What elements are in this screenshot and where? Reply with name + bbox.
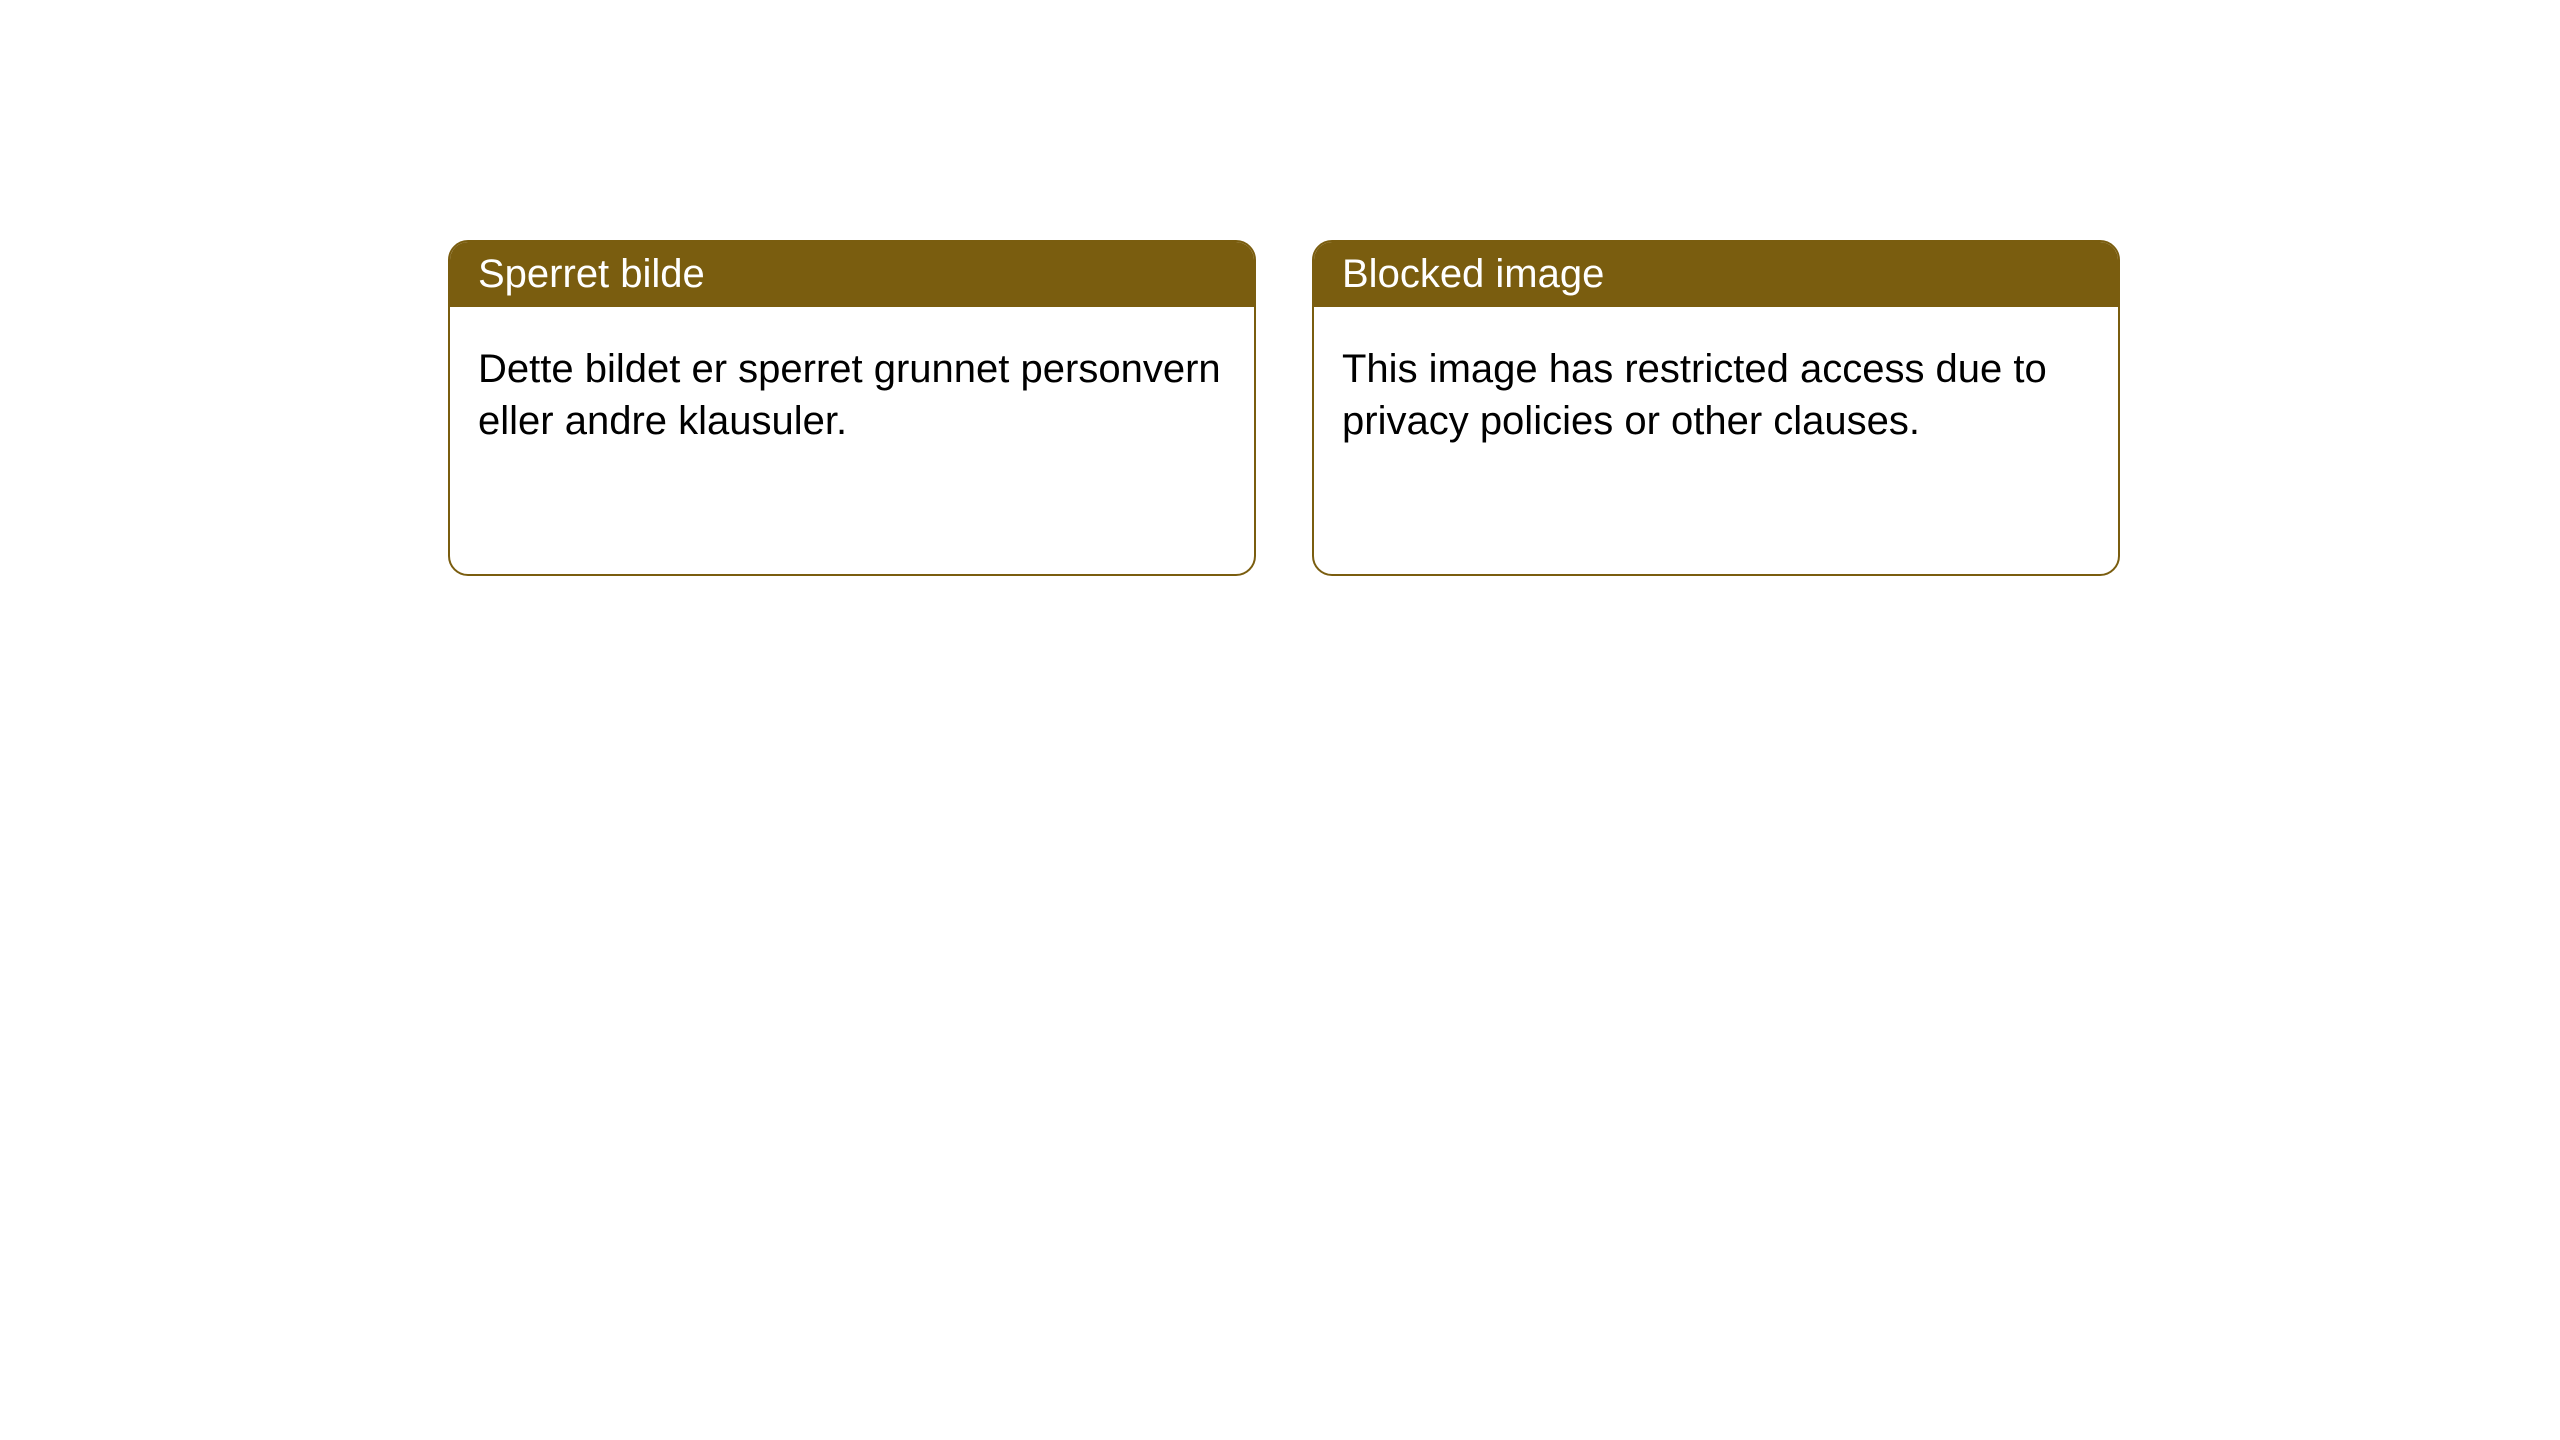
notice-body-text: Dette bildet er sperret grunnet personve…: [478, 347, 1221, 443]
notice-title: Blocked image: [1342, 252, 1604, 296]
notice-body: This image has restricted access due to …: [1314, 307, 2118, 483]
notice-title: Sperret bilde: [478, 252, 705, 296]
notice-body: Dette bildet er sperret grunnet personve…: [450, 307, 1254, 483]
notice-card-norwegian: Sperret bilde Dette bildet er sperret gr…: [448, 240, 1256, 576]
notice-header: Blocked image: [1314, 242, 2118, 307]
notice-container: Sperret bilde Dette bildet er sperret gr…: [0, 0, 2560, 576]
notice-header: Sperret bilde: [450, 242, 1254, 307]
notice-card-english: Blocked image This image has restricted …: [1312, 240, 2120, 576]
notice-body-text: This image has restricted access due to …: [1342, 347, 2047, 443]
